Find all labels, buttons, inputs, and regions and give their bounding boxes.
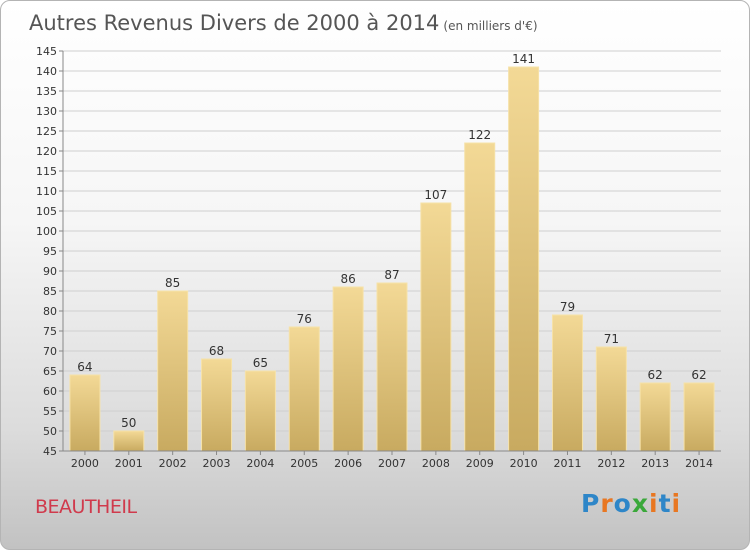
proxiti-logo[interactable]: Proxiti [581, 489, 681, 518]
bar-value-label: 68 [209, 344, 224, 358]
y-tick-label: 105 [36, 205, 57, 218]
y-tick-label: 75 [43, 325, 57, 338]
x-tick-label: 2013 [641, 457, 669, 470]
x-tick-label: 2002 [159, 457, 187, 470]
y-tick-label: 110 [36, 185, 57, 198]
bar [595, 346, 627, 452]
x-tick-label: 2012 [597, 457, 625, 470]
bar [201, 358, 233, 452]
bar [288, 326, 320, 452]
location-name: BEAUTHEIL [35, 496, 137, 518]
logo-letter: t [658, 489, 672, 518]
y-tick-label: 70 [43, 345, 57, 358]
x-tick-label: 2000 [71, 457, 99, 470]
x-tick-label: 2006 [334, 457, 362, 470]
bar-value-label: 62 [648, 368, 663, 382]
logo-letter: i [649, 489, 659, 518]
x-tick-label: 2008 [422, 457, 450, 470]
bar [376, 282, 408, 452]
x-tick-label: 2014 [685, 457, 713, 470]
logo-letter: o [613, 489, 632, 518]
chart-title: Autres Revenus Divers de 2000 à 2014 (en … [29, 11, 538, 35]
x-tick-label: 2004 [246, 457, 274, 470]
y-tick-label: 65 [43, 365, 57, 378]
bar [69, 374, 101, 452]
y-tick-label: 60 [43, 385, 57, 398]
bar [420, 202, 452, 452]
y-tick-label: 140 [36, 65, 57, 78]
bar [551, 314, 583, 452]
y-tick-label: 135 [36, 85, 57, 98]
y-tick-label: 95 [43, 245, 57, 258]
x-tick-label: 2003 [203, 457, 231, 470]
logo-letter: x [631, 489, 649, 518]
x-tick-label: 2005 [290, 457, 318, 470]
bar-value-label: 141 [512, 52, 535, 66]
y-tick-label: 50 [43, 425, 57, 438]
y-tick-label: 125 [36, 125, 57, 138]
x-tick-label: 2001 [115, 457, 143, 470]
bar [113, 430, 145, 452]
bar-value-label: 64 [77, 360, 92, 374]
bar-value-label: 62 [691, 368, 706, 382]
x-tick-label: 2011 [553, 457, 581, 470]
bar-value-label: 71 [604, 332, 619, 346]
bar [508, 66, 540, 452]
chart-subtitle: (en milliers d'€) [443, 19, 538, 33]
y-tick-label: 90 [43, 265, 57, 278]
y-tick-label: 115 [36, 165, 57, 178]
y-tick-label: 120 [36, 145, 57, 158]
y-tick-label: 45 [43, 445, 57, 458]
bars: 64 50 85 68 65 76 86 87 107 122 141 79 71 62 62 [69, 52, 715, 452]
bar-value-label: 50 [121, 416, 136, 430]
axes: 45 50 55 60 65 70 75 80 85 90 95 100 105 110 115 120 125… [36, 45, 721, 470]
y-tick-label: 55 [43, 405, 57, 418]
bar-value-label: 79 [560, 300, 575, 314]
y-tick-label: 130 [36, 105, 57, 118]
bar [157, 290, 189, 452]
logo-letter: P [581, 489, 601, 518]
logo-letter: i [671, 489, 682, 518]
chart-title-text: Autres Revenus Divers de 2000 à 2014 [29, 11, 440, 35]
bar-value-label: 122 [468, 128, 491, 142]
x-tick-label: 2007 [378, 457, 406, 470]
bar-value-label: 76 [297, 312, 312, 326]
bar-value-label: 86 [340, 272, 355, 286]
y-tick-label: 145 [36, 45, 57, 58]
x-tick-label: 2009 [466, 457, 494, 470]
bar [332, 286, 364, 452]
y-tick-label: 100 [36, 225, 57, 238]
bar-value-label: 107 [424, 188, 447, 202]
bar-value-label: 85 [165, 276, 180, 290]
bar [683, 382, 715, 452]
x-tick-label: 2010 [510, 457, 538, 470]
logo-letter: r [600, 489, 614, 518]
bar [244, 370, 276, 452]
bar [464, 142, 496, 452]
y-tick-label: 80 [43, 305, 57, 318]
bar-value-label: 65 [253, 356, 268, 370]
bar [639, 382, 671, 452]
bar-value-label: 87 [384, 268, 399, 282]
y-tick-label: 85 [43, 285, 57, 298]
